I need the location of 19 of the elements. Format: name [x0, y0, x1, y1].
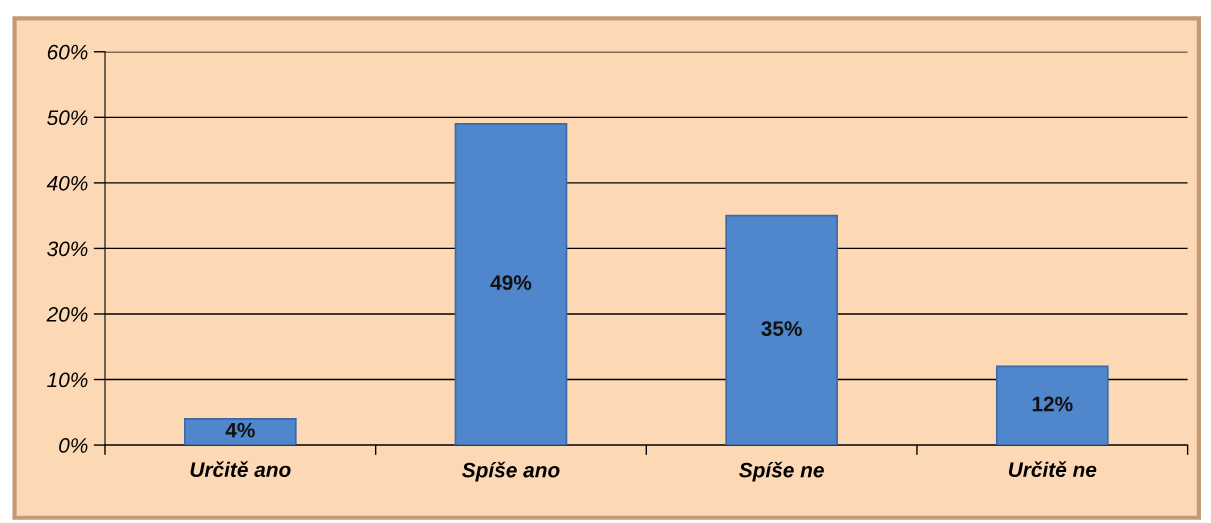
y-tick-label: 50% — [47, 110, 88, 126]
data-label: 35% — [761, 321, 802, 336]
y-tick-label: 30% — [47, 241, 88, 257]
y-tick-label: 60% — [47, 44, 88, 60]
data-label: 49% — [490, 275, 532, 291]
data-label: 12% — [1032, 396, 1073, 412]
x-tick-label: Určitě ne — [1008, 461, 1097, 478]
bar — [184, 418, 297, 446]
y-tick-label: 10% — [47, 372, 88, 388]
y-tick-label: 20% — [46, 306, 88, 322]
x-tick-label: Spíše ano — [462, 461, 560, 482]
data-label: 4% — [225, 422, 255, 438]
y-tick-label: 40% — [46, 175, 88, 191]
x-tick-label: Spíše ne — [739, 461, 824, 482]
bar — [995, 365, 1109, 446]
y-tick-label: 0% — [59, 438, 88, 453]
bar — [725, 214, 838, 446]
x-tick-label: Určitě ano — [190, 461, 291, 478]
bar — [454, 123, 568, 446]
